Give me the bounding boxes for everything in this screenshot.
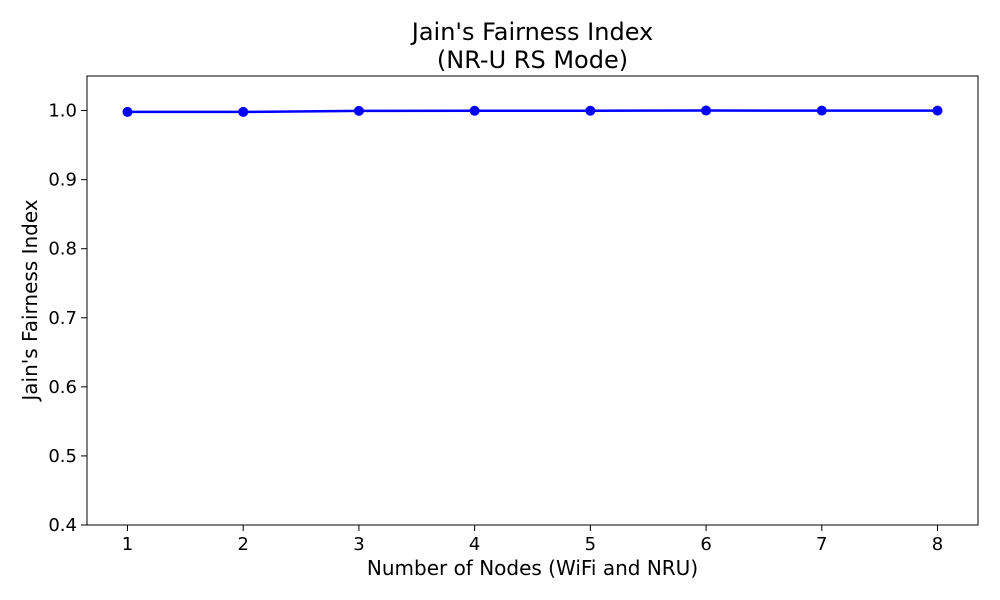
x-tick-label: 3 bbox=[353, 534, 364, 555]
y-axis-ticks: 0.4 0.5 0.6 0.7 0.8 0.9 1.0 bbox=[48, 101, 87, 536]
data-point bbox=[353, 105, 364, 116]
y-tick-label: 0.8 bbox=[48, 239, 77, 260]
y-tick-label: 0.9 bbox=[48, 170, 77, 191]
y-tick-label: 0.5 bbox=[48, 446, 77, 467]
y-axis-label: Jain's Fairness Index bbox=[18, 199, 42, 402]
x-tick-label: 5 bbox=[585, 534, 596, 555]
data-point bbox=[469, 105, 480, 116]
data-point bbox=[585, 105, 596, 116]
data-point bbox=[122, 106, 133, 117]
series-line bbox=[127, 109, 938, 114]
x-tick-label: 1 bbox=[122, 534, 133, 555]
series-layer bbox=[122, 105, 943, 117]
x-axis-ticks: 1 2 3 4 5 6 7 8 bbox=[122, 525, 943, 555]
y-tick-label: 1.0 bbox=[48, 101, 77, 122]
data-point bbox=[701, 105, 712, 116]
data-point bbox=[816, 105, 827, 116]
data-point bbox=[932, 105, 943, 116]
chart-title-line-1: Jain's Fairness Index bbox=[410, 18, 654, 46]
x-tick-label: 4 bbox=[469, 534, 480, 555]
x-tick-label: 6 bbox=[700, 534, 711, 555]
y-tick-label: 0.7 bbox=[48, 308, 77, 329]
x-tick-label: 8 bbox=[932, 534, 943, 555]
data-point bbox=[238, 106, 249, 117]
plot-background bbox=[87, 76, 978, 525]
chart-title-line-2: (NR-U RS Mode) bbox=[437, 46, 628, 74]
plot-frame bbox=[86, 75, 979, 526]
y-tick-label: 0.6 bbox=[48, 377, 77, 398]
x-axis-label: Number of Nodes (WiFi and NRU) bbox=[367, 556, 698, 580]
x-tick-label: 7 bbox=[816, 534, 827, 555]
y-tick-label: 0.4 bbox=[48, 515, 77, 536]
x-tick-label: 2 bbox=[237, 534, 248, 555]
